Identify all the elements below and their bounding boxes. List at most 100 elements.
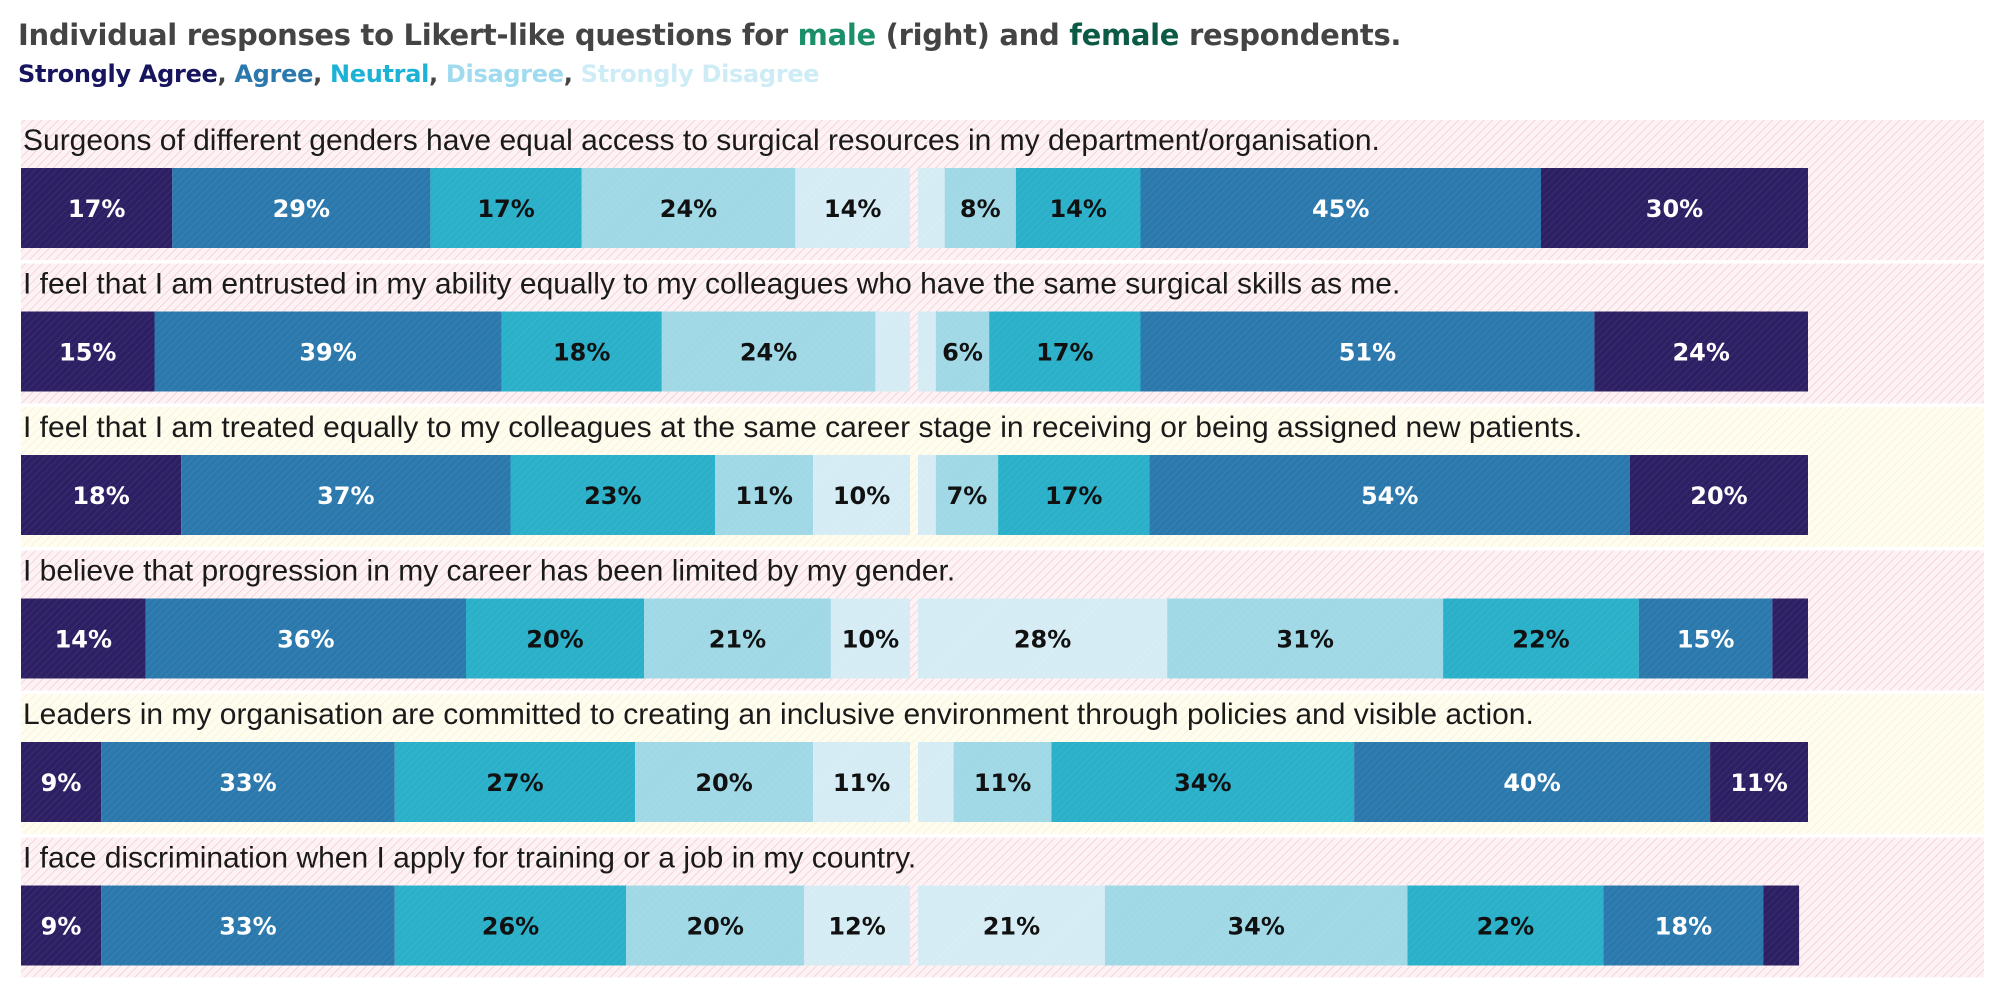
data-label-male-q2-neutral: 17%	[1036, 339, 1093, 367]
bar-segment-texture	[1772, 598, 1808, 679]
question-label-6: I face discrimination when I apply for t…	[23, 842, 916, 875]
data-label-male-q3-agree: 54%	[1361, 482, 1418, 510]
data-label-female-q3-strongly-agree: 18%	[72, 482, 129, 510]
bar-segment-texture	[795, 168, 910, 248]
bar-segment-texture	[1638, 598, 1773, 679]
data-label-female-q1-strongly-agree: 17%	[68, 195, 125, 223]
question-group-4: I believe that progression in my career …	[21, 550, 1984, 691]
data-label-female-q5-disagree: 20%	[695, 769, 752, 797]
data-label-male-q6-agree: 18%	[1655, 913, 1712, 941]
title-part-1: Individual responses to Likert-like ques…	[18, 18, 798, 52]
legend-separator: ,	[313, 60, 330, 88]
data-label-male-q4-neutral: 22%	[1512, 626, 1569, 654]
chart-title: Individual responses to Likert-like ques…	[18, 18, 1401, 52]
bar-segment-texture	[918, 168, 945, 248]
bar-segment-texture	[1630, 455, 1808, 535]
bar-segment-texture	[1710, 742, 1808, 822]
bar-segment-texture	[1167, 598, 1444, 679]
question-group-1: Surgeons of different genders have equal…	[21, 120, 1984, 260]
data-label-male-q2-strongly-agree: 24%	[1672, 339, 1729, 367]
data-label-female-q3-disagree: 11%	[735, 482, 792, 510]
data-label-male-q5-agree: 40%	[1503, 769, 1560, 797]
question-group-6: I face discrimination when I apply for t…	[21, 837, 1984, 978]
data-label-female-q1-disagree: 24%	[660, 195, 717, 223]
data-label-female-q6-neutral: 26%	[482, 913, 539, 941]
bar-segment-texture	[1104, 885, 1408, 966]
data-label-male-q6-strongly-disagree: 21%	[983, 913, 1040, 941]
question-label-2: I feel that I am entrusted in my ability…	[23, 268, 1400, 301]
question-group-2: I feel that I am entrusted in my ability…	[21, 263, 1984, 404]
data-label-male-q1-neutral: 14%	[1049, 195, 1106, 223]
bar-segment-texture	[830, 598, 910, 679]
bar-segment-texture	[101, 885, 395, 966]
data-label-male-q2-disagree: 6%	[942, 339, 983, 367]
data-label-male-q4-disagree: 31%	[1276, 626, 1333, 654]
bar-segment-texture	[635, 742, 814, 822]
bar-segment-texture	[953, 742, 1052, 822]
bar-segment-texture	[998, 455, 1150, 535]
bar-segment-texture	[21, 455, 182, 535]
data-label-female-q1-neutral: 17%	[477, 195, 534, 223]
bar-segment-texture	[21, 742, 102, 822]
bar-segment-texture	[918, 742, 954, 822]
data-label-female-q5-neutral: 27%	[486, 769, 543, 797]
data-label-female-q5-strongly-agree: 9%	[41, 769, 82, 797]
bar-segment-texture	[1354, 742, 1711, 822]
bar-segment-texture	[1140, 168, 1541, 248]
bar-segment-texture	[1015, 168, 1141, 248]
data-label-male-q1-agree: 45%	[1312, 195, 1369, 223]
data-label-male-q3-disagree: 7%	[947, 482, 988, 510]
question-label-3: I feel that I am treated equally to my c…	[23, 411, 1582, 444]
question-label-5: Leaders in my organisation are committed…	[23, 698, 1534, 731]
bar-segment-texture	[101, 742, 395, 822]
data-label-male-q1-disagree: 8%	[960, 195, 1001, 223]
data-label-male-q5-neutral: 34%	[1174, 769, 1231, 797]
bar-segment-texture	[181, 455, 511, 535]
bar-segment-texture	[935, 455, 999, 535]
data-label-female-q1-strongly-disagree: 14%	[824, 195, 881, 223]
legend-separator: ,	[563, 60, 581, 88]
title-male-word: male	[797, 18, 877, 52]
data-label-male-q6-neutral: 22%	[1477, 913, 1534, 941]
bar-segment-texture	[21, 311, 155, 392]
data-label-male-q4-agree: 15%	[1677, 626, 1734, 654]
data-label-female-q3-neutral: 23%	[584, 482, 641, 510]
data-label-male-q3-neutral: 17%	[1045, 482, 1102, 510]
data-label-female-q2-agree: 39%	[299, 339, 356, 367]
question-label-1: Surgeons of different genders have equal…	[23, 124, 1380, 157]
bar-segment-texture	[1149, 455, 1630, 535]
bar-segment-texture	[1407, 885, 1604, 966]
bar-segment-texture	[918, 455, 936, 535]
legend-separator: ,	[217, 60, 235, 88]
title-part-5: respondents.	[1179, 18, 1402, 52]
bar-segment-texture	[21, 885, 102, 966]
bar-segment-texture	[813, 455, 910, 535]
bar-segment-texture	[989, 311, 1141, 392]
bar-segment-texture	[918, 885, 1105, 966]
data-label-male-q5-disagree: 11%	[974, 769, 1031, 797]
bar-segment-texture	[644, 598, 831, 679]
data-label-female-q4-strongly-disagree: 10%	[842, 626, 899, 654]
bar-segment-texture	[944, 168, 1016, 248]
bar-segment-texture	[21, 598, 146, 679]
legend-item-disagree: Disagree	[445, 60, 564, 88]
data-label-male-q6-disagree: 34%	[1227, 913, 1284, 941]
legend-item-strongly-agree: Strongly Agree	[18, 60, 218, 88]
bar-segment-texture	[145, 598, 466, 679]
bar-segment-texture	[466, 598, 644, 679]
data-label-female-q6-strongly-agree: 9%	[41, 913, 82, 941]
title-female-word: female	[1069, 18, 1180, 52]
bar-segment-texture	[394, 742, 636, 822]
bar-segment-texture	[430, 168, 582, 248]
data-label-female-q5-strongly-disagree: 11%	[833, 769, 890, 797]
bar-segment-texture	[1541, 168, 1808, 248]
data-label-female-q6-agree: 33%	[219, 913, 276, 941]
data-label-female-q1-agree: 29%	[273, 195, 330, 223]
data-label-female-q6-strongly-disagree: 12%	[828, 913, 885, 941]
bar-segment-texture	[804, 885, 910, 966]
legend-item-neutral: Neutral	[329, 60, 430, 88]
bar-segment-texture	[21, 168, 173, 248]
bar-segment-texture	[626, 885, 805, 966]
bar-segment-texture	[1603, 885, 1764, 966]
